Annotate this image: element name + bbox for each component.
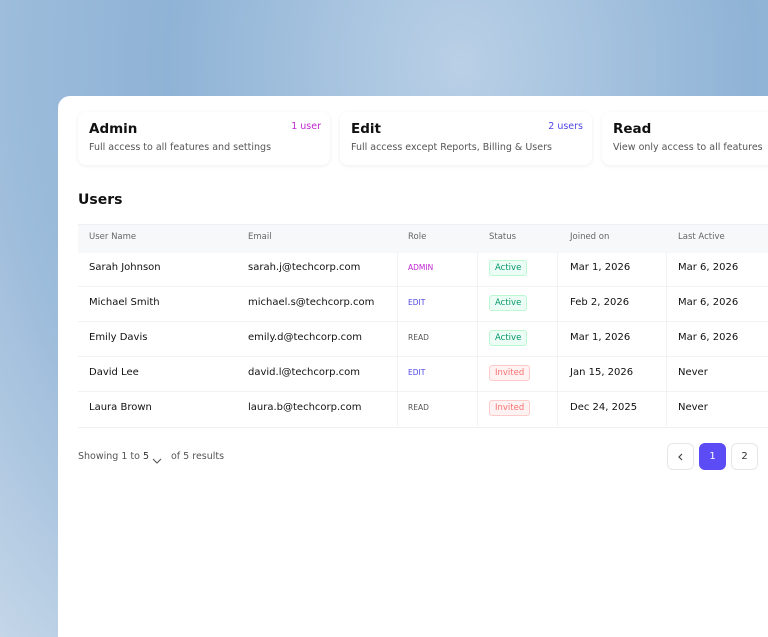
user-name: Sarah Johnson (89, 262, 161, 273)
column-header: Email (248, 232, 272, 242)
status-badge: Invited (489, 400, 531, 416)
user-email: laura.b@techcorp.com (248, 402, 362, 413)
date: Mar 6, 2026 (678, 262, 739, 273)
user-email: michael.s@techcorp.com (248, 297, 375, 308)
role-tag: READ (408, 403, 429, 412)
page-button[interactable]: 2 (731, 443, 758, 470)
column-header: Status (489, 232, 517, 242)
status-badge: Invited (489, 365, 531, 381)
page-size-select[interactable]: 5 (143, 451, 150, 462)
role-tag: EDIT (408, 368, 426, 377)
results-text: of 5 results (171, 451, 225, 462)
date: Never (678, 402, 708, 413)
page-button[interactable]: 1 (699, 443, 726, 470)
role-description: Full access to all features and settings (89, 142, 272, 153)
role-description: Full access except Reports, Billing & Us… (351, 142, 552, 153)
user-name: Michael Smith (89, 297, 160, 308)
section-title: Users (78, 192, 123, 208)
role-count: 2 users (548, 121, 583, 132)
user-name: Emily Davis (89, 332, 148, 343)
column-header: Last Active (678, 232, 725, 242)
user-name: Laura Brown (89, 402, 152, 413)
role-card (78, 112, 330, 165)
date: Mar 6, 2026 (678, 297, 739, 308)
prev-page[interactable] (667, 443, 694, 470)
table (78, 224, 768, 428)
status-badge: Active (489, 295, 528, 311)
column-header: Role (408, 232, 427, 242)
role-card (340, 112, 592, 165)
column-divider (397, 252, 398, 426)
showing-text: Showing 1 to (78, 451, 140, 462)
role-card (602, 112, 768, 165)
role-tag: EDIT (408, 298, 426, 307)
row-divider (78, 391, 768, 392)
date: Dec 24, 2025 (570, 402, 638, 413)
column-divider (477, 252, 478, 426)
role-name: Admin (89, 121, 138, 137)
status-badge: Active (489, 330, 528, 346)
role-count: 1 user (291, 121, 321, 132)
select-chevron (152, 451, 162, 470)
date: Jan 15, 2026 (570, 367, 634, 378)
column-header: User Name (89, 232, 137, 242)
status-badge: Active (489, 260, 528, 276)
role-name: Read (613, 121, 652, 137)
user-name: David Lee (89, 367, 139, 378)
row-divider (78, 356, 768, 357)
date: Never (678, 367, 708, 378)
panel (58, 96, 768, 637)
column-divider (557, 252, 558, 426)
role-name: Edit (351, 121, 381, 137)
user-email: sarah.j@techcorp.com (248, 262, 361, 273)
user-email: emily.d@techcorp.com (248, 332, 362, 343)
role-description: View only access to all features (613, 142, 763, 153)
date: Mar 6, 2026 (678, 332, 739, 343)
row-divider (78, 286, 768, 287)
column-divider (666, 252, 667, 426)
date: Feb 2, 2026 (570, 297, 630, 308)
user-email: david.l@techcorp.com (248, 367, 360, 378)
date: Mar 1, 2026 (570, 332, 631, 343)
role-tag: READ (408, 333, 429, 342)
row-divider (78, 321, 768, 322)
role-tag: ADMIN (408, 263, 434, 272)
column-header: Joined on (570, 232, 610, 242)
date: Mar 1, 2026 (570, 262, 631, 273)
